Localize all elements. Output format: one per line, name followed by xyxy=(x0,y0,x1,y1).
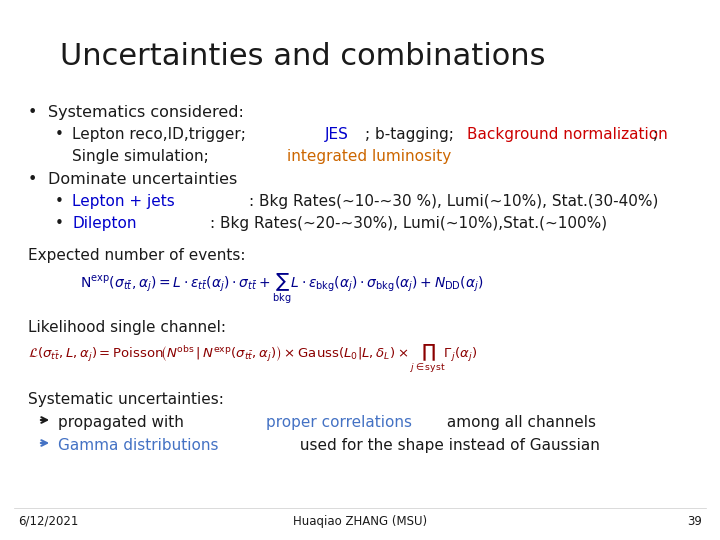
Text: $\mathrm{N}^{\mathrm{exp}}(\sigma_{t\bar{t}}, \alpha_j) = L \cdot \epsilon_{t\ba: $\mathrm{N}^{\mathrm{exp}}(\sigma_{t\bar… xyxy=(80,272,484,306)
Text: propagated with: propagated with xyxy=(58,415,189,430)
Text: Dominate uncertainties: Dominate uncertainties xyxy=(48,172,238,187)
Text: •: • xyxy=(28,172,37,187)
Text: integrated luminosity: integrated luminosity xyxy=(287,149,451,164)
Text: : Bkg Rates(~10-~30 %), Lumi(~10%), Stat.(30-40%): : Bkg Rates(~10-~30 %), Lumi(~10%), Stat… xyxy=(248,194,658,209)
Text: Expected number of events:: Expected number of events: xyxy=(28,248,246,263)
Text: Background normalization: Background normalization xyxy=(467,127,667,142)
Text: Gamma distributions: Gamma distributions xyxy=(58,438,218,453)
Text: JES: JES xyxy=(325,127,348,142)
Text: Systematic uncertainties:: Systematic uncertainties: xyxy=(28,392,224,407)
Text: $\mathcal{L}(\sigma_{t\bar{t}}, L, \alpha_j) = \mathrm{Poisson}\!\left(N^{\mathr: $\mathcal{L}(\sigma_{t\bar{t}}, L, \alph… xyxy=(28,343,477,375)
Text: Dilepton: Dilepton xyxy=(72,216,137,231)
Text: ; b-tagging;: ; b-tagging; xyxy=(366,127,459,142)
Text: proper correlations: proper correlations xyxy=(266,415,412,430)
Text: Uncertainties and combinations: Uncertainties and combinations xyxy=(60,42,546,71)
Text: 39: 39 xyxy=(687,515,702,528)
Text: Lepton + jets: Lepton + jets xyxy=(72,194,175,209)
Text: used for the shape instead of Gaussian: used for the shape instead of Gaussian xyxy=(295,438,600,453)
Text: Lepton reco,ID,trigger;: Lepton reco,ID,trigger; xyxy=(72,127,251,142)
Text: •: • xyxy=(55,127,64,142)
Text: •: • xyxy=(28,105,37,120)
Text: •: • xyxy=(55,216,64,231)
Text: 6/12/2021: 6/12/2021 xyxy=(18,515,78,528)
Text: among all channels: among all channels xyxy=(442,415,596,430)
Text: Systematics considered:: Systematics considered: xyxy=(48,105,244,120)
Text: •: • xyxy=(55,194,64,209)
Text: ;: ; xyxy=(652,127,658,142)
Text: Single simulation;: Single simulation; xyxy=(72,149,214,164)
Text: Likelihood single channel:: Likelihood single channel: xyxy=(28,320,226,335)
Text: Huaqiao ZHANG (MSU): Huaqiao ZHANG (MSU) xyxy=(293,515,427,528)
Text: : Bkg Rates(~20-~30%), Lumi(~10%),Stat.(~100%): : Bkg Rates(~20-~30%), Lumi(~10%),Stat.(… xyxy=(210,216,608,231)
